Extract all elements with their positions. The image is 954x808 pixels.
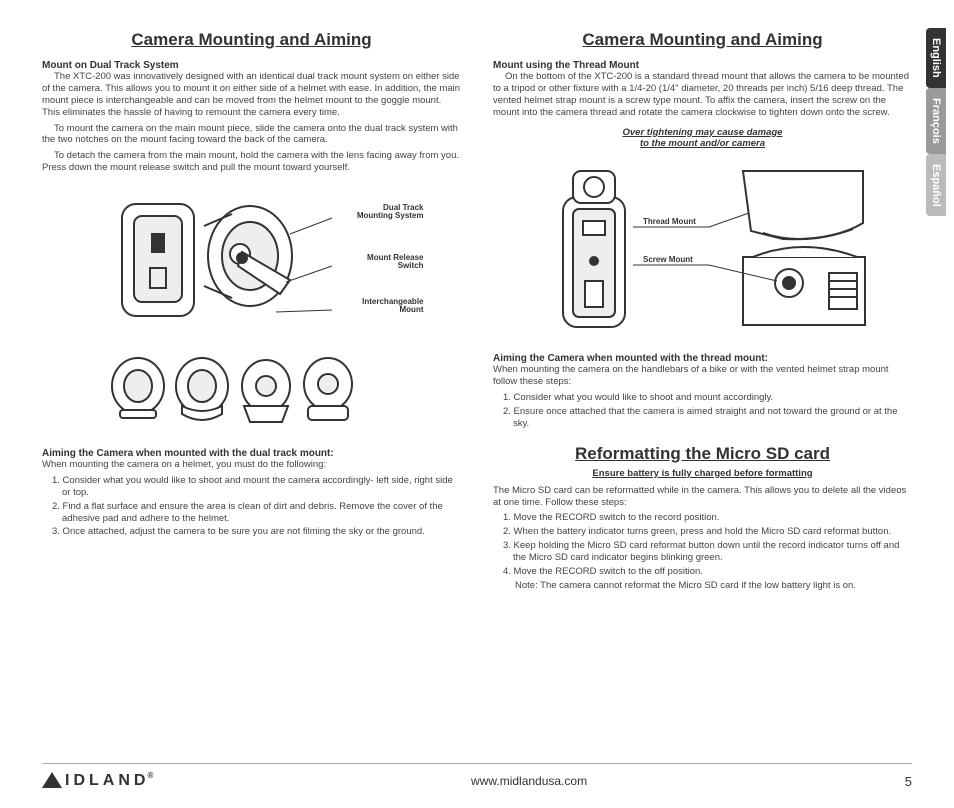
right-diagram: Thread Mount Screw Mount bbox=[493, 161, 912, 341]
reformat-step-4: 4. Move the RECORD switch to the off pos… bbox=[503, 566, 912, 578]
lang-tab-english[interactable]: English bbox=[926, 28, 946, 88]
left-step-1: 1. Consider what you would like to shoot… bbox=[52, 475, 461, 499]
right-aim-1: 1. Consider what you would like to shoot… bbox=[503, 392, 912, 404]
left-section-title: Camera Mounting and Aiming bbox=[42, 30, 461, 50]
right-aim-steps: 1. Consider what you would like to shoot… bbox=[493, 392, 912, 430]
callout-thread-mount: Thread Mount bbox=[643, 217, 696, 226]
brand-logo: IDLAND ® bbox=[42, 772, 153, 790]
left-para-3: To detach the camera from the main mount… bbox=[42, 150, 461, 174]
reformat-intro: The Micro SD card can be reformatted whi… bbox=[493, 485, 912, 509]
right-warning-line2: to the mount and/or camera bbox=[640, 138, 765, 149]
right-para-1: On the bottom of the XTC-200 is a standa… bbox=[493, 71, 912, 119]
right-para-2: When mounting the camera on the handleba… bbox=[493, 364, 912, 388]
thread-mount-diagram-svg: Thread Mount Screw Mount bbox=[533, 161, 873, 341]
page-content: Camera Mounting and Aiming Mount on Dual… bbox=[0, 0, 954, 604]
right-subhead-2: Aiming the Camera when mounted with the … bbox=[493, 353, 912, 364]
left-steps: 1. Consider what you would like to shoot… bbox=[42, 475, 461, 538]
page-footer: IDLAND ® www.midlandusa.com 5 bbox=[42, 763, 912, 790]
left-subhead-1: Mount on Dual Track System bbox=[42, 60, 461, 71]
reformat-subnote: Ensure battery is fully charged before f… bbox=[493, 468, 912, 479]
reformat-step-3: 3. Keep holding the Micro SD card reform… bbox=[503, 540, 912, 564]
right-warning: Over tightening may cause damage to the … bbox=[493, 127, 912, 150]
lang-tab-french[interactable]: François bbox=[926, 88, 946, 154]
brand-text: IDLAND bbox=[65, 772, 149, 790]
left-para-1: The XTC-200 was innovatively designed wi… bbox=[42, 71, 461, 119]
left-diagram: Dual Track Mounting System Mount Release… bbox=[42, 186, 461, 436]
page-number: 5 bbox=[905, 774, 912, 789]
callout-screw-mount: Screw Mount bbox=[643, 255, 693, 264]
reformat-steps: 1. Move the RECORD switch to the record … bbox=[493, 512, 912, 591]
right-column: English François Español Camera Mounting… bbox=[493, 30, 912, 594]
reformat-step-2: 2. When the battery indicator turns gree… bbox=[503, 526, 912, 538]
footer-url: www.midlandusa.com bbox=[471, 774, 587, 788]
reformat-step-1: 1. Move the RECORD switch to the record … bbox=[503, 512, 912, 524]
callout-dual-track-b: Mounting System bbox=[357, 211, 424, 220]
left-step-3: 3. Once attached, adjust the camera to b… bbox=[52, 526, 461, 538]
registered-icon: ® bbox=[147, 771, 153, 780]
callout-release-b: Switch bbox=[398, 261, 424, 270]
right-section-title: Camera Mounting and Aiming bbox=[493, 30, 912, 50]
right-warning-line1: Over tightening may cause damage bbox=[623, 127, 783, 138]
right-aim-2: 2. Ensure once attached that the camera … bbox=[503, 406, 912, 430]
left-column: Camera Mounting and Aiming Mount on Dual… bbox=[42, 30, 461, 594]
left-step-2: 2. Find a flat surface and ensure the ar… bbox=[52, 501, 461, 525]
logo-triangle-icon bbox=[42, 772, 62, 788]
reformat-title: Reformatting the Micro SD card bbox=[493, 444, 912, 464]
callout-interchangeable-b: Mount bbox=[400, 305, 424, 314]
left-para-4: When mounting the camera on a helmet, yo… bbox=[42, 459, 461, 471]
lang-tab-spanish[interactable]: Español bbox=[926, 154, 946, 217]
right-subhead-1: Mount using the Thread Mount bbox=[493, 60, 912, 71]
left-subhead-2: Aiming the Camera when mounted with the … bbox=[42, 448, 461, 459]
left-para-2: To mount the camera on the main mount pi… bbox=[42, 123, 461, 147]
language-tabs: English François Español bbox=[926, 28, 954, 216]
reformat-note: Note: The camera cannot reformat the Mic… bbox=[503, 580, 912, 592]
